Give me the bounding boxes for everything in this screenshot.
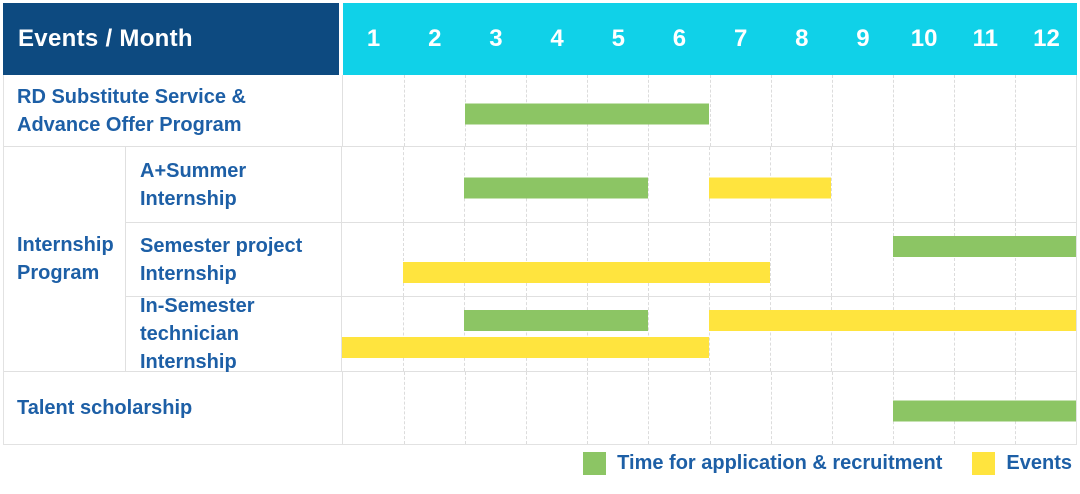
- application-period-bar: [892, 236, 1076, 257]
- month-gridline: [953, 147, 955, 222]
- application-swatch-icon: [583, 452, 607, 475]
- month-gridline: [403, 223, 405, 296]
- month-label: 10: [910, 25, 938, 52]
- month-gridline: [953, 223, 955, 296]
- month-gridline: [647, 223, 649, 296]
- table-row: RD Substitute Service & Advance Offer Pr…: [4, 75, 1076, 147]
- legend-label-application: Time for application & recruitment: [617, 452, 943, 474]
- row-label-semester-project: Semester project Internship: [126, 223, 342, 296]
- table-row: In-Semester technician Internship: [126, 295, 1076, 373]
- row-label-talent-scholarship: Talent scholarship: [4, 372, 343, 444]
- table-row: Semester project Internship: [126, 222, 1076, 296]
- month-label: 3: [489, 25, 503, 52]
- month-gridline: [648, 372, 650, 444]
- legend: Time for application & recruitment Event…: [583, 452, 1072, 475]
- table-row: Talent scholarship: [4, 372, 1076, 444]
- application-period-bar: [464, 310, 648, 331]
- month-gridline: [831, 223, 833, 296]
- month-gridline: [892, 75, 894, 146]
- table-body: RD Substitute Service & Advance Offer Pr…: [3, 75, 1077, 445]
- month-gridline: [831, 147, 833, 222]
- month-gridline: [587, 372, 589, 444]
- schedule-table: Events / Month 1 2 3 4 5 6 7 8 9 10 11 12 RD Substi…: [3, 3, 1077, 445]
- month-gridline: [586, 297, 588, 371]
- month-label: 4: [550, 25, 564, 52]
- month-label: 5: [611, 25, 625, 52]
- month-gridline: [403, 147, 405, 222]
- row-label-rd-substitute: RD Substitute Service & Advance Offer Pr…: [4, 75, 343, 146]
- month-label: 6: [672, 25, 687, 52]
- application-period-bar: [465, 103, 710, 124]
- legend-item-application: Time for application & recruitment: [583, 452, 942, 475]
- month-label: 8: [795, 25, 809, 52]
- month-gridline: [404, 75, 406, 146]
- month-gridline: [770, 223, 772, 296]
- table-row: A+Summer Internship: [126, 147, 1076, 222]
- month-gridline: [1014, 147, 1016, 222]
- month-gridline: [1014, 297, 1016, 371]
- chart-cell-talent-scholarship: [343, 372, 1076, 444]
- month-gridline: [709, 223, 710, 296]
- row-label-in-semester-technician: In-Semester technician Internship: [126, 295, 342, 373]
- month-gridline: [709, 75, 711, 146]
- application-period-bar: [892, 400, 1076, 422]
- month-gridline: [464, 297, 466, 371]
- event-period-bar: [403, 262, 771, 283]
- month-gridline: [709, 297, 710, 371]
- month-gridline: [892, 223, 894, 296]
- month-gridline: [525, 297, 527, 371]
- month-gridline: [892, 147, 894, 222]
- month-gridline: [770, 297, 772, 371]
- month-gridline: [464, 223, 466, 296]
- month-gridline: [1014, 223, 1016, 296]
- legend-item-events: Events: [972, 452, 1072, 475]
- month-header-row: 1 2 3 4 5 6 7 8 9 10 11 12: [343, 3, 1077, 75]
- month-gridline: [647, 147, 649, 222]
- chart-cell-rd-substitute: [343, 75, 1076, 146]
- event-period-bar: [709, 177, 832, 198]
- month-gridline: [403, 297, 405, 371]
- month-gridline: [647, 297, 649, 371]
- events-swatch-icon: [972, 452, 996, 475]
- event-period-bar: [709, 310, 1076, 331]
- internship-program-group: Internship Program A+Summer Internship S…: [4, 147, 1076, 373]
- month-label: 9: [856, 25, 870, 52]
- month-gridline: [526, 372, 528, 444]
- month-label: 7: [733, 25, 748, 52]
- month-gridline: [953, 297, 955, 371]
- month-gridline: [525, 223, 527, 296]
- month-gridline: [709, 372, 711, 444]
- month-gridline: [831, 372, 833, 444]
- month-gridline: [770, 75, 772, 146]
- month-gridline: [831, 75, 833, 146]
- month-gridline: [586, 223, 588, 296]
- month-label: 12: [1033, 25, 1060, 52]
- events-month-header: Events / Month: [3, 3, 339, 75]
- month-gridline: [831, 297, 833, 371]
- application-period-bar: [464, 177, 648, 198]
- chart-cell-semester-project: [342, 223, 1076, 296]
- legend-label-events: Events: [1006, 452, 1072, 474]
- table-header-row: Events / Month 1 2 3 4 5 6 7 8 9 10 11 12: [3, 3, 1077, 75]
- month-label: 11: [972, 25, 998, 52]
- month-gridline: [953, 75, 955, 146]
- month-label: 1: [366, 25, 381, 52]
- month-label: 2: [428, 25, 442, 52]
- month-gridline: [404, 372, 406, 444]
- header-gap: [339, 3, 343, 75]
- event-period-bar: [342, 337, 709, 358]
- group-label-internship-program: Internship Program: [4, 147, 126, 371]
- month-gridline: [1014, 75, 1016, 146]
- internship-sub-rows: A+Summer Internship Semester project Int…: [126, 147, 1076, 373]
- month-gridline: [892, 297, 894, 371]
- chart-cell-in-semester-technician: [342, 297, 1076, 371]
- chart-cell-a-summer: [342, 147, 1076, 222]
- month-gridline: [770, 372, 772, 444]
- month-gridline: [465, 372, 467, 444]
- row-label-a-summer: A+Summer Internship: [126, 147, 342, 222]
